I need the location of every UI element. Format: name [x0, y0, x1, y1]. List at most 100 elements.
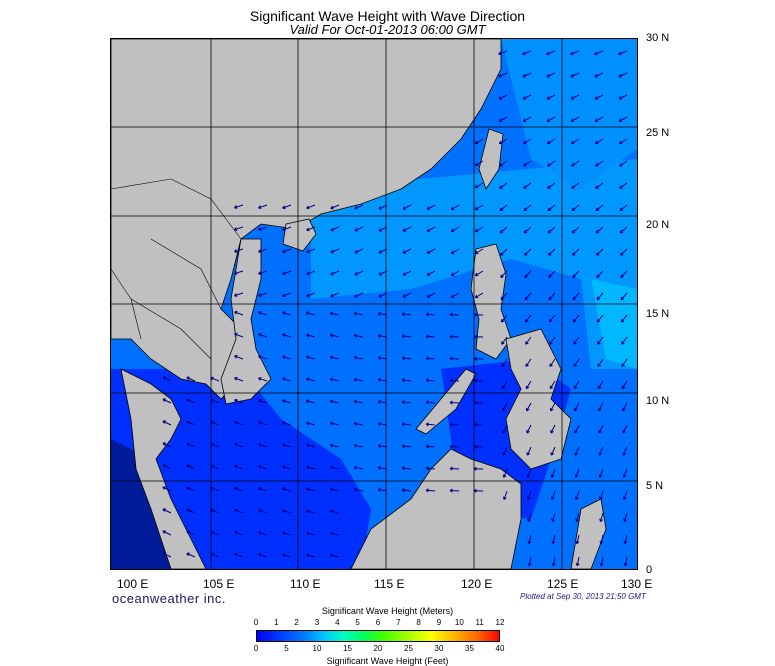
wave-arrow: [622, 424, 628, 434]
colorbar-tick: 12: [495, 618, 505, 627]
map-title: Significant Wave Height with Wave Direct…: [249, 8, 526, 24]
colorbar-tick: 30: [434, 644, 444, 653]
wave-arrow: [354, 292, 364, 298]
wave-arrow: [353, 333, 364, 338]
wave-arrow: [596, 270, 604, 278]
wave-arrow: [426, 226, 436, 232]
wave-arrow: [450, 226, 460, 233]
wave-arrow: [281, 509, 292, 514]
wave-arrow: [551, 512, 556, 523]
wave-arrow: [234, 332, 244, 338]
wave-arrow: [547, 226, 556, 234]
wave-arrow: [306, 226, 316, 232]
wave-arrow: [258, 377, 268, 382]
wave-arrow: [573, 336, 580, 345]
wave-arrow: [619, 204, 628, 212]
wave-arrow: [162, 464, 172, 470]
wave-arrow: [449, 334, 460, 339]
wave-arrow: [162, 552, 172, 558]
wave-arrow: [281, 311, 292, 316]
wave-arrow: [353, 377, 364, 382]
wave-arrow: [450, 270, 460, 277]
wave-arrow: [402, 292, 412, 298]
wave-arrow: [329, 531, 340, 536]
wave-arrow: [210, 464, 220, 470]
wave-arrow: [502, 446, 508, 456]
wave-arrow: [377, 356, 388, 360]
wave-arrow: [186, 464, 196, 470]
colorbar: [256, 630, 500, 642]
wave-arrow: [550, 424, 556, 434]
wave-arrow: [620, 314, 628, 323]
wave-arrow: [425, 378, 436, 383]
wave-arrow: [572, 248, 580, 256]
wave-arrow: [596, 314, 604, 323]
land: [111, 39, 607, 569]
wave-arrow: [546, 94, 556, 100]
wave-arrow: [546, 50, 556, 56]
wave-arrow: [474, 204, 484, 211]
wave-arrow: [210, 530, 220, 536]
wave-arrow: [282, 270, 292, 276]
wave-arrow: [449, 444, 460, 449]
wave-arrow: [498, 116, 508, 122]
wave-arrow: [549, 358, 556, 367]
wave-arrow: [598, 490, 604, 500]
wave-arrow: [573, 358, 580, 367]
wave-arrow: [473, 334, 484, 339]
wave-arrow: [234, 508, 244, 514]
wave-arrow: [618, 116, 628, 122]
wave-arrow: [598, 402, 604, 412]
wave-arrow: [401, 334, 412, 339]
wave-arrow: [258, 311, 268, 316]
wave-arrow: [258, 487, 268, 492]
wave-arrow: [282, 248, 292, 254]
lon-label: 110 E: [290, 577, 321, 591]
wave-arrow: [526, 424, 532, 434]
wave-arrow: [571, 204, 580, 212]
wave-arrow: [426, 270, 436, 276]
colorbar-tick: 40: [495, 644, 505, 653]
wave-arrow: [305, 443, 316, 448]
colorbar-tick: 1: [274, 618, 279, 627]
wave-arrow: [571, 182, 580, 189]
wave-arrow: [329, 421, 340, 426]
wave-arrow: [234, 226, 244, 231]
wave-arrow: [620, 270, 628, 278]
wave-arrow: [234, 204, 244, 209]
wave-arrow: [162, 398, 172, 404]
wave-arrow: [401, 444, 412, 449]
wave-arrow: [305, 487, 316, 492]
wave-arrow: [281, 465, 292, 470]
wave-arrow: [570, 116, 580, 122]
wave-arrow: [425, 466, 436, 471]
wave-arrow: [378, 292, 388, 298]
wave-arrow: [572, 314, 580, 323]
lon-label: 120 E: [461, 577, 493, 591]
wave-arrow: [353, 487, 364, 492]
wave-arrow: [572, 292, 580, 301]
wave-arrow: [618, 138, 628, 145]
wave-arrow: [473, 444, 484, 449]
wave-arrow: [281, 333, 292, 338]
colorbar-tick: 5: [355, 618, 360, 627]
wave-arrow: [575, 556, 580, 567]
wave-arrow: [550, 446, 556, 456]
wave-arrow: [498, 50, 508, 56]
wave-arrow: [186, 398, 196, 404]
wave-arrow: [621, 380, 628, 390]
wave-arrow: [596, 292, 604, 301]
wave-arrow: [623, 512, 628, 523]
wave-arrow: [551, 556, 556, 567]
wave-arrow: [474, 270, 484, 277]
wave-arrow: [305, 531, 316, 536]
lat-label: 25 N: [646, 127, 670, 139]
wave-arrow: [574, 446, 580, 456]
wave-arrow: [234, 530, 244, 536]
wave-arrow: [353, 311, 364, 316]
wave-arrow: [234, 292, 244, 297]
wave-arrow: [306, 248, 316, 254]
brand-logo: oceanweather inc.: [112, 591, 227, 606]
wave-arrow: [281, 355, 292, 360]
wave-arrow: [473, 466, 484, 471]
